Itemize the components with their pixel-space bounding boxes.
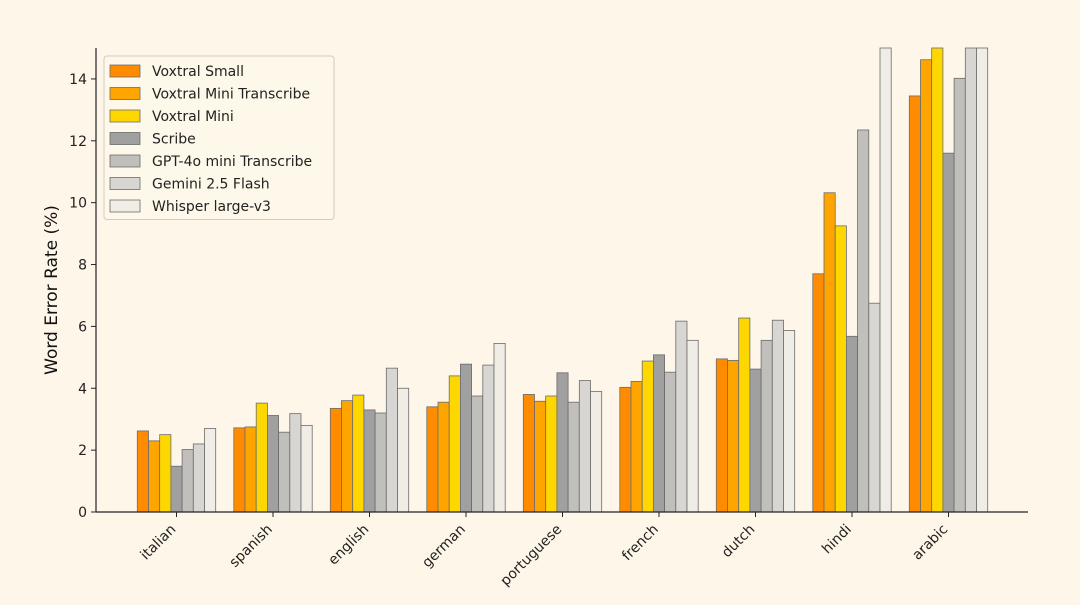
legend-swatch-scribe	[109, 132, 141, 145]
bar-hindi-gpt-4o-mini-transcribe	[857, 129, 870, 513]
bar-italian-voxtral-small	[136, 430, 149, 513]
bar-arabic-voxtral-mini-transcribe	[920, 59, 933, 513]
y-tick-label: 12	[69, 134, 87, 150]
bar-dutch-whisper-large-v3	[783, 330, 796, 513]
bar-english-scribe	[363, 409, 376, 513]
bar-spanish-voxtral-mini	[255, 402, 268, 513]
bar-portuguese-gemini-2-5-flash	[578, 380, 591, 513]
x-tick-label-italian: italian	[137, 522, 179, 564]
y-tick-label: 0	[78, 505, 87, 521]
legend-label-gpt-4o-mini-transcribe: GPT-4o mini Transcribe	[152, 154, 312, 170]
legend-label-whisper-large-v3: Whisper large-v3	[152, 199, 271, 215]
bar-english-gemini-2-5-flash	[385, 367, 398, 513]
bar-portuguese-voxtral-small	[522, 394, 535, 513]
bar-italian-voxtral-mini-transcribe	[148, 440, 161, 513]
bar-french-whisper-large-v3	[686, 339, 699, 513]
legend-frame	[103, 55, 335, 220]
legend-swatch-whisper-large-v3	[109, 199, 141, 213]
y-tick-label: 10	[69, 196, 87, 212]
bar-dutch-scribe	[749, 368, 762, 513]
x-tick-label-german: german	[419, 522, 469, 572]
bar-spanish-voxtral-small	[233, 427, 246, 513]
bar-german-scribe	[459, 363, 472, 513]
bar-dutch-gemini-2-5-flash	[771, 319, 784, 513]
bar-italian-gpt-4o-mini-transcribe	[181, 449, 194, 513]
legend-label-gemini-2-5-flash: Gemini 2.5 Flash	[152, 177, 270, 193]
bar-german-gemini-2-5-flash	[482, 364, 495, 513]
legend-label-voxtral-small: Voxtral Small	[152, 64, 244, 80]
bar-italian-scribe	[170, 465, 183, 513]
bar-arabic-gpt-4o-mini-transcribe	[953, 77, 966, 513]
bar-dutch-voxtral-mini-transcribe	[727, 360, 740, 513]
bar-italian-gemini-2-5-flash	[192, 443, 205, 513]
bar-french-gpt-4o-mini-transcribe	[664, 371, 677, 513]
bar-dutch-gpt-4o-mini-transcribe	[760, 339, 773, 513]
bars-group	[136, 47, 989, 513]
bar-spanish-whisper-large-v3	[300, 424, 313, 513]
y-tick-label: 2	[78, 443, 87, 459]
legend: Voxtral Small Voxtral Mini Transcribe Voxt…	[103, 55, 335, 220]
legend-label-scribe: Scribe	[152, 132, 196, 148]
bar-german-voxtral-mini-transcribe	[437, 401, 450, 513]
bar-italian-whisper-large-v3	[204, 428, 217, 513]
bar-arabic-voxtral-small	[908, 95, 921, 513]
y-tick-label: 4	[78, 381, 87, 397]
y-tick-label: 14	[69, 72, 87, 88]
bar-italian-voxtral-mini	[159, 434, 172, 513]
legend-label-voxtral-mini: Voxtral Mini	[152, 109, 234, 125]
bar-french-voxtral-mini	[641, 360, 654, 513]
bar-portuguese-whisper-large-v3	[590, 390, 603, 513]
x-tick-label-dutch: dutch	[719, 522, 758, 561]
x-tick-label-hindi: hindi	[819, 522, 855, 558]
bar-spanish-scribe	[266, 415, 279, 513]
bar-spanish-gemini-2-5-flash	[289, 413, 302, 513]
bar-arabic-voxtral-mini	[931, 47, 944, 513]
legend-swatch-gpt-4o-mini-transcribe	[109, 154, 141, 168]
x-tick-label-english: english	[325, 522, 372, 569]
bar-hindi-whisper-large-v3	[879, 47, 892, 513]
y-tick-label: 8	[78, 258, 87, 274]
legend-swatch-gemini-2-5-flash	[109, 177, 141, 190]
bar-arabic-gemini-2-5-flash	[964, 47, 977, 513]
bar-german-voxtral-small	[426, 406, 439, 513]
bar-portuguese-voxtral-mini-transcribe	[534, 400, 547, 513]
bar-english-voxtral-mini	[352, 394, 365, 513]
bar-portuguese-gpt-4o-mini-transcribe	[567, 401, 580, 513]
x-tick-label-portuguese: portuguese	[498, 522, 566, 590]
bar-english-whisper-large-v3	[397, 387, 410, 513]
legend-swatch-voxtral-small	[109, 64, 141, 78]
bar-hindi-voxtral-mini	[834, 225, 847, 513]
bar-german-voxtral-mini	[448, 375, 461, 513]
bar-english-gpt-4o-mini-transcribe	[374, 412, 387, 513]
bar-arabic-whisper-large-v3	[976, 47, 989, 513]
bar-hindi-scribe	[846, 335, 859, 513]
bar-hindi-voxtral-small	[812, 273, 825, 513]
bar-portuguese-voxtral-mini	[545, 395, 558, 513]
bar-spanish-gpt-4o-mini-transcribe	[278, 431, 291, 513]
bar-french-voxtral-mini-transcribe	[630, 381, 643, 513]
bar-english-voxtral-small	[329, 407, 342, 513]
legend-label-voxtral-mini-transcribe: Voxtral Mini Transcribe	[152, 87, 310, 103]
x-tick-label-arabic: arabic	[909, 522, 951, 564]
bar-hindi-gemini-2-5-flash	[868, 302, 881, 513]
bar-dutch-voxtral-small	[715, 358, 728, 513]
bar-french-voxtral-small	[619, 386, 632, 513]
bar-dutch-voxtral-mini	[738, 317, 751, 513]
bar-german-gpt-4o-mini-transcribe	[471, 395, 484, 513]
bar-spanish-voxtral-mini-transcribe	[244, 426, 257, 513]
x-tick-label-spanish: spanish	[227, 522, 276, 571]
y-tick-label: 6	[78, 319, 87, 335]
legend-swatch-voxtral-mini-transcribe	[109, 87, 141, 100]
bar-english-voxtral-mini-transcribe	[341, 400, 354, 513]
bar-portuguese-scribe	[556, 372, 569, 513]
y-axis-label: Word Error Rate (%)	[42, 205, 62, 375]
legend-swatch-voxtral-mini	[109, 109, 141, 123]
bar-german-whisper-large-v3	[493, 343, 506, 513]
bar-arabic-scribe	[942, 152, 955, 513]
bar-french-gemini-2-5-flash	[675, 320, 688, 513]
bar-french-scribe	[653, 354, 666, 513]
bar-hindi-voxtral-mini-transcribe	[823, 192, 836, 513]
x-tick-label-french: french	[619, 522, 662, 565]
